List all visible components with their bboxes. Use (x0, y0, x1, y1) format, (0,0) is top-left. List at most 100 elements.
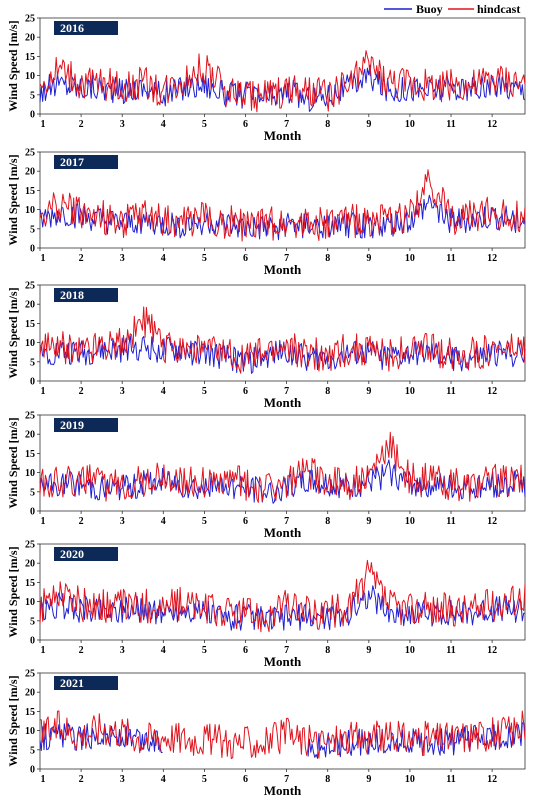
legend-buoy-label: Buoy (416, 2, 443, 16)
x-tick-label: 7 (284, 516, 289, 527)
x-tick-label: 9 (366, 516, 371, 527)
x-axis-label: Month (264, 783, 302, 798)
year-badge-label: 2016 (60, 21, 84, 35)
x-tick-label: 7 (284, 774, 289, 785)
x-tick-label: 8 (325, 253, 330, 264)
x-tick-label: 5 (202, 774, 207, 785)
x-tick-label: 11 (446, 119, 455, 130)
x-tick-label: 1 (41, 645, 46, 656)
x-tick-label: 11 (446, 253, 455, 264)
x-tick-label: 11 (446, 516, 455, 527)
series-line-hindcast (39, 169, 526, 242)
year-badge (54, 547, 118, 561)
year-badge (54, 288, 118, 302)
y-tick-label: 5 (30, 616, 35, 627)
y-tick-label: 15 (25, 319, 35, 330)
y-tick-label: 5 (30, 357, 35, 368)
year-badge-label: 2021 (60, 676, 84, 690)
year-badge-label: 2018 (60, 288, 84, 302)
y-axis-label: Wind Speed [m/s] (6, 287, 20, 378)
x-tick-label: 9 (366, 253, 371, 264)
y-tick-label: 0 (30, 377, 35, 388)
x-tick-label: 4 (161, 386, 166, 397)
y-tick-label: 25 (25, 540, 35, 551)
plot-area-frame (39, 17, 526, 115)
y-tick-label: 25 (25, 148, 35, 159)
x-tick-label: 4 (161, 774, 166, 785)
y-tick-label: 0 (30, 110, 35, 121)
x-tick-label: 5 (202, 516, 207, 527)
x-tick-label: 1 (41, 774, 46, 785)
year-badge-label: 2020 (60, 547, 84, 561)
series-line-hindcast (39, 306, 526, 374)
y-tick-label: 0 (30, 244, 35, 255)
x-tick-label: 2 (79, 774, 84, 785)
x-tick-label: 2 (79, 119, 84, 130)
x-tick-label: 4 (161, 119, 166, 130)
x-tick-label: 8 (325, 516, 330, 527)
x-axis-label: Month (264, 525, 302, 540)
x-tick-label: 1 (41, 516, 46, 527)
x-tick-label: 3 (120, 253, 125, 264)
y-tick-label: 10 (25, 338, 35, 349)
x-tick-label: 8 (325, 645, 330, 656)
series-line-buoy (39, 459, 526, 504)
x-tick-label: 3 (120, 774, 125, 785)
y-tick-label: 15 (25, 449, 35, 460)
x-tick-label: 10 (405, 253, 415, 264)
y-axis-label: Wind Speed [m/s] (6, 675, 20, 766)
x-tick-label: 2 (79, 645, 84, 656)
y-tick-label: 10 (25, 597, 35, 608)
x-tick-label: 1 (41, 119, 46, 130)
x-tick-label: 2 (79, 386, 84, 397)
x-tick-label: 12 (487, 253, 497, 264)
x-tick-label: 8 (325, 386, 330, 397)
x-tick-label: 1 (41, 253, 46, 264)
x-tick-label: 7 (284, 386, 289, 397)
y-tick-label: 10 (25, 71, 35, 82)
y-tick-label: 5 (30, 487, 35, 498)
y-tick-label: 20 (25, 430, 35, 441)
x-tick-label: 3 (120, 516, 125, 527)
y-tick-label: 20 (25, 167, 35, 178)
y-tick-label: 15 (25, 707, 35, 718)
x-tick-label: 7 (284, 645, 289, 656)
x-tick-label: 10 (405, 516, 415, 527)
x-tick-label: 8 (325, 119, 330, 130)
x-tick-label: 10 (405, 119, 415, 130)
y-tick-label: 0 (30, 765, 35, 776)
y-tick-label: 10 (25, 468, 35, 479)
x-tick-label: 12 (487, 386, 497, 397)
y-tick-label: 20 (25, 33, 35, 44)
x-tick-label: 9 (366, 774, 371, 785)
series-line-buoy (39, 194, 526, 241)
x-tick-label: 7 (284, 119, 289, 130)
y-tick-label: 0 (30, 507, 35, 518)
x-tick-label: 12 (487, 774, 497, 785)
x-tick-label: 2 (79, 253, 84, 264)
year-badge-label: 2019 (60, 418, 84, 432)
y-axis-label: Wind Speed [m/s] (6, 20, 20, 111)
x-tick-label: 5 (202, 253, 207, 264)
y-axis-label: Wind Speed [m/s] (6, 417, 20, 508)
x-tick-label: 10 (405, 645, 415, 656)
y-tick-label: 15 (25, 578, 35, 589)
x-tick-label: 11 (446, 645, 455, 656)
x-tick-label: 6 (243, 774, 248, 785)
x-tick-label: 2 (79, 516, 84, 527)
x-axis-label: Month (264, 262, 302, 277)
y-tick-label: 5 (30, 224, 35, 235)
x-tick-label: 4 (161, 516, 166, 527)
y-tick-label: 15 (25, 52, 35, 63)
x-tick-label: 4 (161, 253, 166, 264)
x-tick-label: 6 (243, 253, 248, 264)
x-tick-label: 9 (366, 645, 371, 656)
x-tick-label: 9 (366, 119, 371, 130)
x-tick-label: 1 (41, 386, 46, 397)
